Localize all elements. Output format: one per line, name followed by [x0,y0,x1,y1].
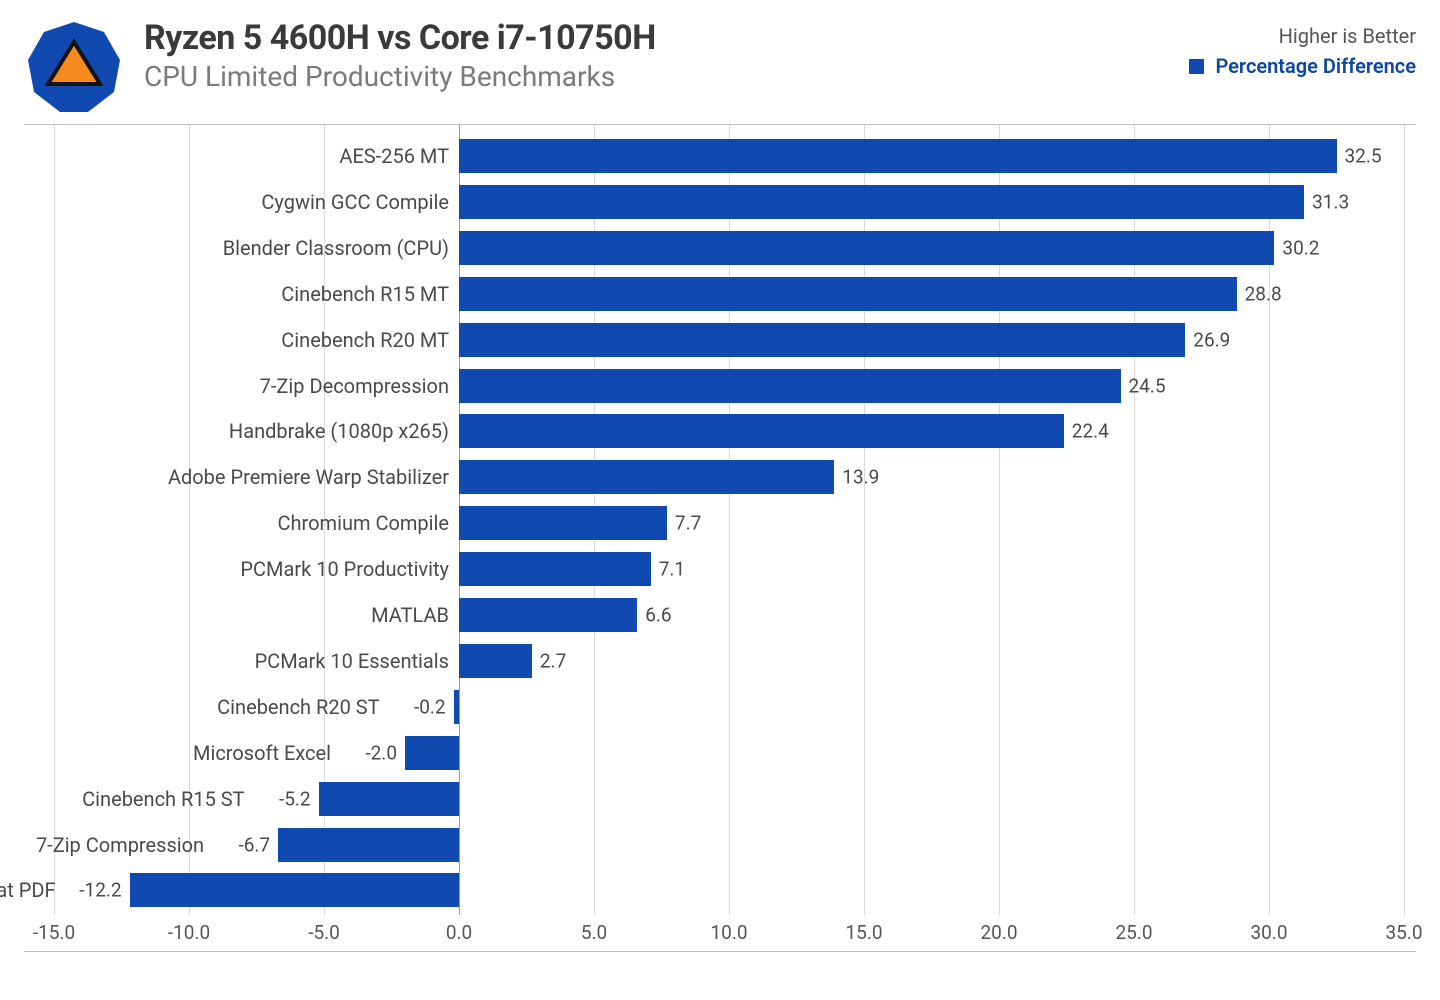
value-label: 22.4 [1072,420,1109,443]
category-label: Cinebench R15 ST [82,787,254,811]
x-tick-label: 20.0 [980,921,1017,944]
bar [454,690,459,724]
legend: Higher is Better Percentage Difference [1189,16,1416,78]
plot-area: AES-256 MT 32.5 Cygwin GCC Compile 31.3 Blen… [24,125,1416,915]
bar [459,369,1121,403]
legend-swatch-icon [1189,59,1204,74]
x-tick-label: -5.0 [308,921,340,944]
bar-row: Microsoft Excel -2.0 [24,736,1416,770]
x-tick-label: 5.0 [581,921,607,944]
value-label: 7.7 [675,512,701,535]
value-label: 13.9 [842,466,879,489]
x-tick-label: 35.0 [1385,921,1422,944]
bar-row: Adobe Premiere Warp Stabilizer 13.9 [24,460,1416,494]
bar [459,231,1274,265]
bar [459,598,637,632]
bar-row: 7-Zip Compression -6.7 [24,828,1416,862]
category-label: Cinebench R15 MT [281,282,459,306]
bar [319,782,459,816]
category-label: AES-256 MT [339,144,459,168]
bar [459,277,1237,311]
category-label: Microsoft Excel [193,741,341,765]
bar-row: 7-Zip Decompression 24.5 [24,369,1416,403]
bar-row: Chromium Compile 7.7 [24,506,1416,540]
category-label: MATLAB [371,603,459,627]
category-label: PCMark 10 Productivity [240,557,459,581]
bar [405,736,459,770]
value-label: -5.2 [279,787,311,810]
bar-row: Blender Classroom (CPU) 30.2 [24,231,1416,265]
bar [459,414,1064,448]
category-label: Cygwin GCC Compile [261,190,459,214]
bar-row: Handbrake (1080p x265) 22.4 [24,414,1416,448]
value-label: 2.7 [540,649,566,672]
title-block: Ryzen 5 4600H vs Core i7-10750H CPU Limi… [144,16,1169,93]
chart-header: Ryzen 5 4600H vs Core i7-10750H CPU Limi… [24,16,1416,116]
bar [459,460,834,494]
bar-row: Adobe Acrobat PDF-12.2 [24,873,1416,907]
bar [459,506,667,540]
category-label: Cinebench R20 MT [281,328,459,352]
bar [459,323,1185,357]
x-tick-label: -15.0 [33,921,75,944]
bar [459,185,1304,219]
category-label: Adobe Acrobat PDF [0,878,66,902]
bar-row: AES-256 MT 32.5 [24,139,1416,173]
x-tick-label: 30.0 [1250,921,1287,944]
category-label: Cinebench R20 ST [217,695,389,719]
legend-hint: Higher is Better [1189,24,1416,48]
category-label: Adobe Premiere Warp Stabilizer [168,465,459,489]
x-tick-label: 10.0 [710,921,747,944]
value-label: -12.2 [79,879,121,902]
category-label: Chromium Compile [278,511,459,535]
bar [278,828,459,862]
bar [130,873,459,907]
value-label: -6.7 [238,833,270,856]
value-label: -0.2 [414,695,446,718]
value-label: 32.5 [1345,145,1382,168]
bar [459,552,651,586]
site-logo-icon [24,16,124,116]
bar-row: PCMark 10 Essentials 2.7 [24,644,1416,678]
x-tick-label: 0.0 [446,921,472,944]
bar-row: Cygwin GCC Compile 31.3 [24,185,1416,219]
value-label: 26.9 [1193,328,1230,351]
value-label: 31.3 [1312,190,1349,213]
category-label: Blender Classroom (CPU) [223,236,459,260]
bar-row: MATLAB 6.6 [24,598,1416,632]
category-label: 7-Zip Compression [36,833,214,857]
category-label: 7-Zip Decompression [260,374,459,398]
bar-row: PCMark 10 Productivity 7.1 [24,552,1416,586]
value-label: -2.0 [365,741,397,764]
value-label: 30.2 [1282,236,1319,259]
chart-frame: AES-256 MT 32.5 Cygwin GCC Compile 31.3 Blen… [24,124,1416,952]
value-label: 28.8 [1245,282,1282,305]
legend-label: Percentage Difference [1215,54,1416,78]
category-label: Handbrake (1080p x265) [229,419,459,443]
x-tick-label: 25.0 [1115,921,1152,944]
value-label: 7.1 [659,558,685,581]
chart-subtitle: CPU Limited Productivity Benchmarks [144,60,1169,93]
bar-row: Cinebench R20 MT 26.9 [24,323,1416,357]
x-tick-label: 15.0 [845,921,882,944]
x-axis: -15.0 -10.0 -5.0 0.0 5.0 10.0 15.0 20.0 25.0 30.0… [24,915,1416,951]
value-label: 24.5 [1129,374,1166,397]
legend-item: Percentage Difference [1189,54,1416,78]
bar [459,139,1337,173]
bar-row: Cinebench R15 MT 28.8 [24,277,1416,311]
bar-row: Cinebench R15 ST -5.2 [24,782,1416,816]
chart-title: Ryzen 5 4600H vs Core i7-10750H [144,18,1169,58]
value-label: 6.6 [645,604,671,627]
category-label: PCMark 10 Essentials [255,649,459,673]
bar [459,644,532,678]
x-tick-label: -10.0 [168,921,210,944]
bar-row: Cinebench R20 ST -0.2 [24,690,1416,724]
